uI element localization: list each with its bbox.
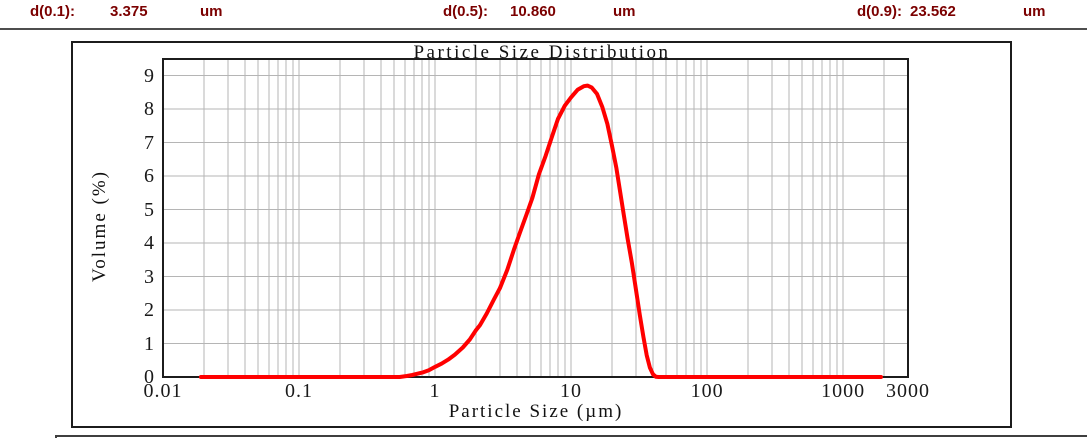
x-tick-label: 1 <box>429 380 441 402</box>
d50-unit: um <box>613 3 636 20</box>
d90-unit: um <box>1023 3 1046 20</box>
x-tick-label: 10 <box>560 380 583 402</box>
y-tick-label: 0 <box>144 366 155 388</box>
d90-label: d(0.9): <box>857 3 902 20</box>
y-tick-label: 3 <box>144 265 155 288</box>
d10-label: d(0.1): <box>30 3 75 20</box>
y-tick-label: 4 <box>144 232 155 254</box>
chart-title: Particle Size Distribution <box>413 42 671 63</box>
header-divider <box>0 28 1087 30</box>
y-tick-label: 5 <box>144 198 155 221</box>
x-tick-label: 0.1 <box>285 380 314 402</box>
x-axis-label: Particle Size (µm) <box>448 401 624 422</box>
y-tick-label: 9 <box>144 64 155 87</box>
d50-label: d(0.5): <box>443 3 488 20</box>
y-tick-label: 1 <box>144 332 155 355</box>
x-tick-label: 3000 <box>886 380 930 402</box>
y-tick-label: 8 <box>144 98 155 120</box>
y-tick-label: 7 <box>144 131 155 154</box>
d10-value: 3.375 <box>110 3 148 20</box>
d10-unit: um <box>200 3 223 20</box>
next-section-edge <box>55 435 1087 438</box>
y-tick-label: 6 <box>144 165 155 187</box>
x-tick-label: 100 <box>690 380 724 402</box>
d90-value: 23.562 <box>910 3 956 20</box>
y-tick-label: 2 <box>144 299 155 321</box>
x-tick-label: 1000 <box>821 380 866 402</box>
x-tick-label: 0.01 <box>143 380 183 402</box>
d50-value: 10.860 <box>510 3 556 20</box>
y-axis-label: Volume (%) <box>89 170 110 282</box>
